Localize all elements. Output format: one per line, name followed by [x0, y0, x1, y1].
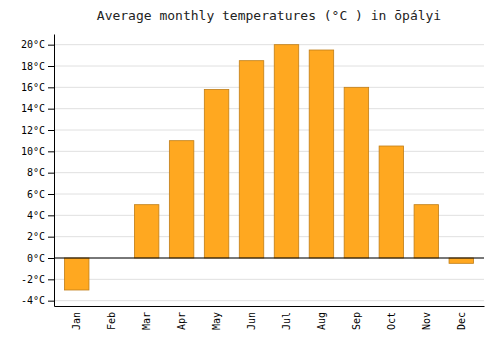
y-tick: -2°C: [21, 274, 54, 285]
bar: [134, 205, 158, 258]
title: Average monthly temperatures (°C ) in ōp…: [97, 8, 441, 23]
y-tick-label: -2°C: [21, 274, 45, 285]
x-tick-label: Sep: [351, 312, 362, 330]
x-tick: May: [211, 312, 222, 330]
y-tick: 2°C: [27, 231, 54, 242]
x-tick-label: Aug: [316, 312, 327, 330]
x-tick: Nov: [421, 312, 432, 330]
y-axis: -4°C -2°C 0°C 2°C 4°C 6°C 8°C 10°C 12°C 14°C 16°C 1…: [21, 35, 55, 307]
grid-line: [54, 44, 484, 45]
y-tick-label: 2°C: [27, 231, 45, 242]
y-tick-label: 4°C: [27, 210, 45, 221]
y-tick-mark: [48, 66, 54, 67]
y-tick: 6°C: [27, 189, 54, 200]
bar: [64, 258, 88, 290]
y-tick-mark: [48, 237, 54, 238]
x-tick-label: Oct: [386, 312, 397, 330]
y-tick-mark: [48, 194, 54, 195]
y-tick-mark: [48, 258, 54, 259]
x-tick-label: Jul: [281, 312, 292, 330]
x-tick-label: Feb: [106, 312, 117, 330]
y-tick: 0°C: [27, 253, 54, 264]
bar: [274, 45, 298, 258]
bar: [204, 89, 228, 258]
grid-line: [54, 172, 484, 173]
x-tick: Sep: [351, 312, 362, 330]
bar: [309, 50, 333, 258]
y-tick-mark: [48, 109, 54, 110]
y-tick-mark: [48, 151, 54, 152]
x-tick: Jul: [281, 312, 292, 330]
x-tick-label: Nov: [421, 312, 432, 330]
y-tick-label: 16°C: [21, 82, 45, 93]
x-tick-label: May: [211, 312, 222, 330]
bar: [169, 141, 193, 258]
x-tick: Dec: [456, 312, 467, 330]
x-tick-label: Dec: [456, 312, 467, 330]
bar: [414, 205, 438, 258]
grid-line: [54, 300, 484, 301]
x-tick: Oct: [386, 312, 397, 330]
y-tick-label: -4°C: [21, 295, 45, 306]
plot-area: [54, 45, 484, 290]
grid-line: [54, 130, 484, 131]
y-tick: 14°C: [21, 103, 54, 114]
y-tick-label: 14°C: [21, 103, 45, 114]
x-axis-line: [55, 306, 485, 307]
x-tick-label: Jun: [246, 312, 257, 330]
bar: [344, 87, 368, 258]
y-tick-mark: [48, 301, 54, 302]
x-tick-label: Jan: [71, 312, 82, 330]
y-tick-mark: [48, 130, 54, 131]
x-tick: Mar: [141, 312, 152, 330]
x-tick: Apr: [176, 312, 187, 330]
y-tick-label: 10°C: [21, 146, 45, 157]
grid-line: [54, 151, 484, 152]
y-tick-mark: [48, 173, 54, 174]
zero-line: [54, 257, 484, 258]
grid-line: [54, 194, 484, 195]
x-tick: Jun: [246, 312, 257, 330]
bar: [449, 258, 473, 263]
y-tick-label: 18°C: [21, 61, 45, 72]
y-tick: 10°C: [21, 146, 54, 157]
y-tick-label: 6°C: [27, 189, 45, 200]
y-tick-label: 8°C: [27, 167, 45, 178]
y-tick: 16°C: [21, 82, 54, 93]
x-axis: Jan Feb Mar Apr May Jun Jul Aug Sep Oct Nov Dec: [55, 307, 485, 331]
y-tick-label: 0°C: [27, 253, 45, 264]
y-tick-mark: [48, 215, 54, 216]
grid-line: [54, 279, 484, 280]
grid-line: [54, 87, 484, 88]
y-tick: 4°C: [27, 210, 54, 221]
bar: [379, 146, 403, 258]
y-tick: 8°C: [27, 167, 54, 178]
x-tick: Aug: [316, 312, 327, 330]
chart: -4°C -2°C 0°C 2°C 4°C 6°C 8°C 10°C 12°C 14°C 16°C 1…: [0, 0, 500, 350]
y-axis-line: [54, 35, 55, 307]
y-tick-label: 12°C: [21, 125, 45, 136]
x-tick-label: Apr: [176, 312, 187, 330]
grid-line: [54, 258, 484, 259]
grid: [54, 45, 484, 301]
x-tick-label: Mar: [141, 312, 152, 330]
y-tick-mark: [48, 45, 54, 46]
y-tick: -4°C: [21, 295, 54, 306]
grid-line: [54, 66, 484, 67]
y-tick: 18°C: [21, 61, 54, 72]
y-tick: 12°C: [21, 125, 54, 136]
bar: [239, 61, 263, 258]
y-tick: 20°C: [21, 39, 54, 50]
y-tick-label: 20°C: [21, 39, 45, 50]
x-tick: Jan: [71, 312, 82, 330]
y-tick-mark: [48, 279, 54, 280]
y-tick-mark: [48, 87, 54, 88]
grid-line: [54, 108, 484, 109]
x-tick: Feb: [106, 312, 117, 330]
